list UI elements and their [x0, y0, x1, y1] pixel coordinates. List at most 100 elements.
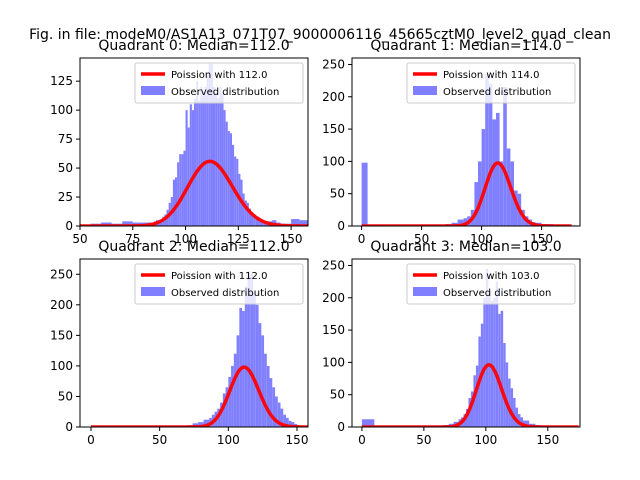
histogram-bar	[515, 407, 519, 427]
histogram-bar	[498, 313, 501, 427]
subplot-title: Quadrant 0: Median=112.0	[98, 38, 289, 54]
x-tick-label: 100	[217, 433, 240, 447]
histogram-bar	[203, 419, 210, 427]
legend: Poission with 112.0 Observed distribution	[134, 62, 304, 104]
histogram-bar	[259, 220, 264, 226]
histogram-bar	[492, 119, 496, 226]
histogram-bar	[490, 301, 494, 427]
histogram-bar	[272, 387, 276, 427]
histogram-bar	[463, 218, 468, 226]
x-tick-label: 150	[280, 232, 303, 246]
x-tick-label: 125	[227, 232, 250, 246]
histogram-bar	[185, 110, 188, 226]
histogram-bar	[499, 161, 504, 226]
legend-box	[406, 62, 576, 104]
histogram-bar	[233, 353, 237, 427]
histogram-bar	[475, 365, 479, 427]
histogram-bar	[506, 148, 511, 226]
histogram-bar	[510, 388, 514, 427]
histogram-bar	[508, 378, 511, 427]
x-tick-label: 150	[536, 433, 559, 447]
x-tick-label: 50	[72, 232, 87, 246]
histogram-bar	[250, 274, 254, 427]
histogram-bar	[122, 221, 133, 226]
histogram-bar	[246, 202, 249, 226]
histogram-bar	[275, 396, 278, 427]
legend: Poission with 114.0 Observed distribution	[406, 62, 576, 104]
y-tick-label: 50	[58, 161, 73, 175]
histogram-bar	[198, 100, 201, 226]
histogram-bar	[283, 414, 287, 427]
legend-box	[406, 263, 576, 305]
x-tick-label: 50	[152, 433, 167, 447]
histogram-bar	[175, 177, 178, 226]
legend-swatch-bar	[141, 287, 165, 296]
histogram-bar	[189, 104, 192, 226]
histogram-bar	[225, 387, 229, 427]
x-tick-label: 50	[416, 433, 431, 447]
x-tick-label: 0	[87, 433, 95, 447]
histogram-bar	[200, 86, 203, 226]
histogram-bar	[466, 408, 469, 427]
histogram-bar	[495, 281, 499, 427]
histogram-bar	[485, 74, 489, 226]
histogram-bar	[496, 112, 500, 226]
y-tick-label: 250	[322, 57, 345, 71]
subplot-title: Quadrant 1: Median=114.0	[370, 38, 561, 54]
histogram-bar	[198, 422, 204, 427]
poisson-line	[80, 159, 308, 226]
histogram-bar	[488, 83, 493, 226]
histogram-bar	[473, 375, 476, 427]
histogram-bar	[261, 335, 265, 427]
x-tick-label: 100	[174, 232, 197, 246]
y-tick-label: 25	[58, 190, 73, 204]
histogram-bar	[244, 200, 247, 226]
y-tick-label: 200	[322, 291, 345, 305]
histogram-bar	[172, 179, 175, 226]
histogram-bar	[280, 408, 284, 427]
histogram-bar	[361, 162, 368, 226]
histogram-bar	[255, 216, 260, 226]
histogram-bar	[258, 323, 262, 427]
histogram-bar	[483, 297, 486, 427]
subplot-1: 0 50 100 150 0 50 100 150 200 250 Quadrant 1: Medi…	[322, 38, 581, 246]
histogram-bar	[217, 98, 220, 226]
histogram-bar	[244, 286, 248, 427]
histogram-bar	[208, 63, 211, 226]
y-tick-label: 200	[322, 90, 345, 104]
legend-swatch-bar	[413, 86, 437, 95]
x-tick-label: 100	[470, 232, 493, 246]
histogram-bar	[221, 92, 224, 226]
histogram-bar	[470, 391, 474, 427]
histogram-bar	[247, 271, 251, 427]
subplot-2: 0 50 100 150 0 50 100 150 200 250 Quadrant 2: Medi…	[50, 239, 309, 447]
histogram-bar	[503, 87, 507, 226]
x-tick-label: 0	[358, 433, 366, 447]
histogram-bar	[286, 417, 289, 427]
histogram-bar	[242, 193, 245, 226]
histogram-bar	[204, 86, 207, 226]
histogram-bar	[277, 402, 281, 427]
legend-label: Poission with 103.0	[443, 271, 539, 282]
y-tick-label: 150	[50, 328, 73, 342]
histogram-bar	[520, 417, 523, 427]
histogram-bar	[503, 343, 506, 427]
histogram-bar	[264, 353, 267, 427]
histogram-bar	[196, 81, 199, 226]
y-tick-label: 75	[58, 132, 73, 146]
y-tick-label: 0	[65, 420, 73, 434]
y-tick-label: 100	[322, 154, 345, 168]
y-tick-label: 50	[330, 388, 345, 402]
axes-frame	[351, 57, 581, 227]
histogram-bar	[181, 154, 184, 226]
y-tick-label: 0	[65, 219, 73, 233]
legend-label: Observed distribution	[443, 288, 551, 299]
legend-label: Poission with 112.0	[171, 271, 267, 282]
y-tick-label: 150	[322, 323, 345, 337]
axes-frame	[79, 258, 309, 428]
histogram-bar	[513, 397, 516, 427]
y-tick-label: 50	[330, 187, 345, 201]
y-tick-label: 250	[322, 258, 345, 272]
histogram-bar	[223, 110, 226, 226]
